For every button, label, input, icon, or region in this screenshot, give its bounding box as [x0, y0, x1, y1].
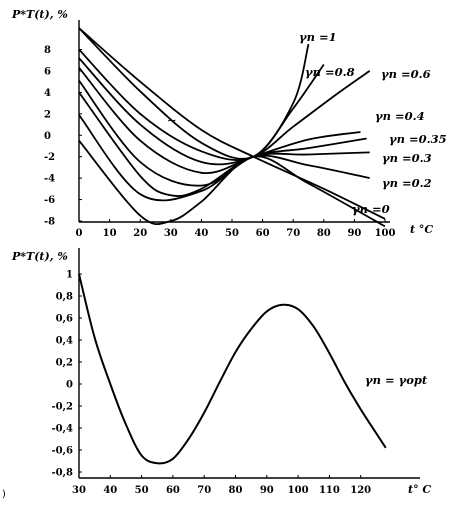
top-x-tick-label: 50	[225, 228, 239, 239]
bottom-x-tick-label: 110	[319, 485, 340, 496]
bottom-y-tick-label: -0,4	[51, 424, 73, 435]
bottom-x-tick-label: 90	[260, 485, 274, 496]
top-y-tick-label: 4	[44, 88, 51, 99]
bottom-x-tick-label: 80	[229, 485, 243, 496]
bottom-x-tick-label: 120	[350, 485, 371, 496]
top-series-label: γn =0.4	[375, 109, 425, 123]
bottom-y-tick-label: 0,2	[56, 358, 73, 369]
top-y-tick-label: -8	[44, 217, 55, 228]
bottom-y-axis-label: P*T(t), %	[11, 250, 68, 263]
top-series-label: γn =0.8	[305, 65, 355, 79]
bottom-y-tick-label: 0,6	[56, 314, 73, 325]
top-y-tick-label: -6	[44, 195, 55, 206]
bottom-chart: P*T(t), % 1 0,8 0,6 0,4 0,2 0 -0,2 -0,4 -0,6 -0,8…	[11, 248, 431, 496]
top-x-tick-label: 70	[286, 228, 300, 239]
bottom-y-ticks: 1 0,8 0,6 0,4 0,2 0 -0,2 -0,4 -0,6 -0,8	[51, 270, 82, 479]
bottom-y-tick-label: -0,2	[51, 402, 73, 413]
bottom-x-axis-label: t° C	[408, 483, 431, 496]
top-series-line	[78, 114, 370, 202]
bottom-x-ticks: 30 40 50 60 70 80 90 100 110 120	[72, 475, 371, 496]
top-y-tick-label: -2	[44, 152, 55, 163]
top-series-label: γn =1	[299, 30, 337, 44]
top-series-line	[78, 27, 310, 160]
top-annotation-marker: ~	[167, 113, 177, 127]
top-series-line	[78, 48, 325, 161]
bottom-y-tick-label: 0,4	[56, 336, 73, 347]
bottom-series-label: γn = γopt	[365, 373, 428, 387]
top-y-tick-label: 8	[44, 45, 51, 56]
top-y-tick-label: 6	[44, 66, 51, 77]
top-y-tick-label: 0	[44, 131, 51, 142]
top-y-tick-label: -4	[44, 174, 55, 185]
top-series-label: γn =0	[352, 202, 390, 216]
bottom-series-line	[78, 273, 387, 465]
top-series-label: γn =0.2	[382, 176, 432, 190]
top-x-tick-label: 30	[164, 228, 178, 239]
bottom-y-tick-label: 1	[66, 270, 73, 281]
bottom-y-tick-label: -0,8	[51, 468, 73, 479]
top-x-ticks: 0 10 20 30 40 50 60 70 80 90 100	[76, 219, 396, 239]
bottom-y-tick-label: 0,8	[56, 292, 73, 303]
bottom-x-tick-label: 30	[72, 485, 86, 496]
top-x-axis-label: t °C	[410, 223, 433, 236]
top-x-tick-label: 90	[347, 228, 361, 239]
top-x-tick-label: 0	[76, 228, 83, 239]
top-x-tick-label: 100	[375, 228, 396, 239]
bottom-x-tick-label: 100	[288, 485, 309, 496]
top-series-line	[78, 80, 367, 187]
bottom-series-group: γn = γopt	[78, 273, 428, 465]
bottom-x-tick-label: 50	[135, 485, 149, 496]
top-x-tick-label: 40	[194, 228, 208, 239]
bottom-x-tick-label: 70	[197, 485, 211, 496]
top-series-line	[78, 91, 370, 197]
bottom-x-tick-label: 60	[166, 485, 180, 496]
top-x-tick-label: 80	[317, 228, 331, 239]
top-series-label: γn =0.35	[389, 132, 447, 146]
stray-mark: )	[2, 489, 6, 500]
top-x-tick-label: 60	[256, 228, 270, 239]
bottom-y-tick-label: 0	[66, 380, 73, 391]
top-x-tick-label: 10	[103, 228, 117, 239]
top-series-line	[78, 67, 361, 174]
top-series-line	[78, 140, 386, 228]
bottom-x-tick-label: 40	[103, 485, 117, 496]
top-y-ticks: 8 6 4 2 0 -2 -4 -6 -8	[44, 45, 82, 228]
top-series-label: γn =0.6	[381, 67, 431, 81]
top-x-tick-label: 20	[133, 228, 147, 239]
top-series-line	[78, 27, 386, 220]
top-y-tick-label: 2	[44, 109, 51, 120]
top-series-label: γn =0.3	[382, 151, 432, 165]
top-y-axis-label: P*T(t), %	[11, 8, 68, 21]
top-series-group: γn =1 γn =0.8 γn =0.6 γn =0.4 γn =0.35 γn =0.…	[78, 27, 447, 228]
bottom-y-tick-label: -0,6	[51, 446, 73, 457]
